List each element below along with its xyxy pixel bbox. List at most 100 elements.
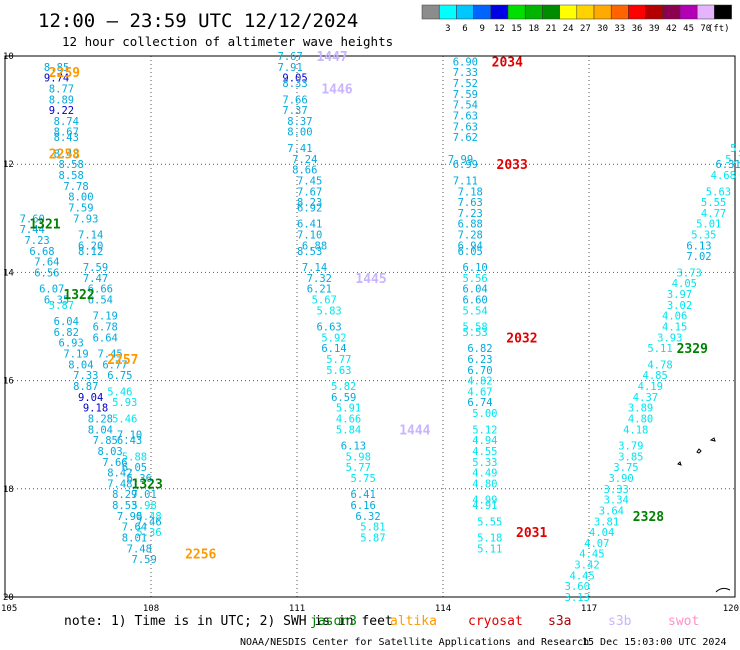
wave-height-value: 8.85: [44, 62, 69, 74]
wave-height-value: 4.45: [579, 549, 604, 561]
legend-color-swatch: [542, 4, 560, 20]
wave-height-value: 5.75: [351, 473, 376, 485]
wave-height-value: 6.04: [462, 284, 487, 296]
wave-height-value: 8.03: [97, 446, 122, 458]
y-tick-label: 16: [3, 377, 14, 387]
x-tick-label: 117: [581, 604, 597, 614]
wave-height-value: 6.04: [54, 316, 79, 328]
island-shape: [696, 448, 702, 454]
footer-note: note: 1) Time is in UTC; 2) SWH is in fe…: [64, 614, 393, 629]
island-shape: [709, 437, 716, 442]
wave-height-value: 6.23: [467, 354, 492, 366]
wave-height-value: 3.93: [657, 332, 682, 344]
wave-height-value: 6.05: [122, 462, 147, 474]
satellite-legend-jason3: jason3: [310, 614, 357, 629]
wave-height-value: 6.60: [462, 294, 487, 306]
wave-height-value: 7.02: [686, 251, 711, 263]
wave-height-value: 6.82: [54, 327, 79, 339]
legend-bin-label: 33: [614, 24, 625, 34]
wave-height-value: 5.63: [326, 365, 351, 377]
wave-height-value: 6.74: [467, 397, 492, 409]
wave-height-value: 3.90: [608, 473, 633, 485]
wave-height-value: 5.98: [132, 500, 157, 512]
legend-color-swatch: [696, 4, 715, 20]
footer-generated-time: 15 Dec 15:03:00 UTC 2024: [582, 637, 727, 648]
wave-height-value: 5.63: [706, 186, 731, 198]
legend-color-swatch: [662, 4, 681, 20]
legend-color-swatch: [456, 4, 474, 20]
pass-time-label: 1446: [321, 82, 352, 97]
x-tick-label: 108: [143, 604, 159, 614]
wave-height-value: 7.62: [453, 132, 478, 144]
wave-height-value: 5.88: [122, 451, 147, 463]
wave-height-value: 8.04: [88, 424, 113, 436]
wave-height-value: 4.07: [584, 538, 609, 550]
pass-time-label: 1321: [29, 218, 60, 233]
wave-height-value: 7.28: [458, 230, 483, 242]
wave-height-value: 7.85: [93, 435, 118, 447]
wave-height-value: 5.11: [647, 343, 672, 355]
wave-height-value: 8.87: [73, 381, 98, 393]
legend-bin-label: 15: [511, 24, 522, 34]
satellite-legend-s3b: s3b: [608, 614, 632, 629]
wave-height-value: 4.82: [467, 376, 492, 388]
wave-height-value: 5.98: [346, 451, 371, 463]
wave-height-value: 6.90: [453, 56, 478, 68]
wave-height-value: 8.04: [68, 359, 93, 371]
wave-height-value: 5.93: [112, 397, 137, 409]
wave-height-value: 7.52: [453, 78, 478, 90]
legend-bin-label: 24: [563, 24, 574, 34]
wave-height-value: 7.01: [132, 489, 157, 501]
wave-height-value: 3.75: [613, 462, 638, 474]
wave-height-value: 6.92: [297, 202, 322, 214]
legend-color-swatch: [421, 4, 440, 20]
wave-height-value: 5.36: [136, 527, 161, 539]
wave-height-value: 6.64: [93, 332, 118, 344]
wave-height-value: 3.85: [618, 451, 643, 463]
wave-height-value: 7.47: [83, 273, 108, 285]
legend-color-swatch: [593, 4, 612, 20]
wave-height-value: 6.63: [316, 322, 341, 334]
wave-height-value: 4.18: [623, 424, 648, 436]
wave-height-value: 8.33: [282, 78, 307, 90]
wave-height-value: 8.00: [68, 192, 93, 204]
satellite-track: 7.677.919.058.337.667.378.378.007.417.24…: [278, 51, 386, 544]
wave-height-value: 7.91: [278, 62, 303, 74]
wave-height-value: 7.24: [292, 154, 317, 166]
wave-height-value: 6.88: [302, 240, 327, 252]
wave-height-value: 4.78: [647, 359, 672, 371]
wave-height-value: 3.73: [677, 267, 702, 279]
wave-height-value: 7.19: [63, 349, 88, 361]
wave-height-value: 7.59: [68, 202, 93, 214]
wave-height-value: 5.55: [701, 197, 726, 209]
chart-subtitle: 12 hour collection of altimeter wave hei…: [62, 34, 393, 49]
legend-bin-label: 3: [445, 24, 450, 34]
wave-height-value: 5.35: [691, 230, 716, 242]
satellite-legend-cryosat: cryosat: [468, 614, 523, 629]
wave-height-value: 6.35: [44, 294, 69, 306]
wave-height-value: 9.04: [78, 392, 103, 404]
y-tick-label: 14: [3, 268, 14, 278]
lat-lon-grid: [5, 56, 735, 597]
wave-height-value: 5.92: [321, 332, 346, 344]
wave-height-value: 7.45: [297, 175, 322, 187]
wave-height-value: 7.11: [453, 175, 478, 187]
wave-height-value: 3.97: [667, 289, 692, 301]
satellite-track: 7.607.447.236.687.646.566.076.355.876.04…: [20, 213, 157, 566]
wave-height-value: 7.44: [20, 224, 45, 236]
wave-height-value: 7.10: [117, 430, 142, 442]
wave-height-value: 6.59: [331, 392, 356, 404]
wave-height-value: 6.16: [351, 500, 376, 512]
wave-height-value: 4.15: [662, 322, 687, 334]
satellite-legend-altika: altika: [390, 614, 437, 629]
pass-time-label: 2257: [107, 353, 138, 368]
wave-height-value: 6.94: [458, 240, 483, 252]
plot-frame: [4, 55, 736, 598]
wave-height-value: 6.10: [462, 262, 487, 274]
wave-height-value: 3.33: [604, 484, 629, 496]
satellite-legend-s3a: s3a: [548, 614, 571, 629]
pass-time-label: 1447: [316, 50, 347, 65]
legend-color-swatch: [507, 4, 526, 20]
wave-height-value: 7.59: [132, 554, 157, 566]
wave-height-value: 7.48: [127, 543, 152, 555]
